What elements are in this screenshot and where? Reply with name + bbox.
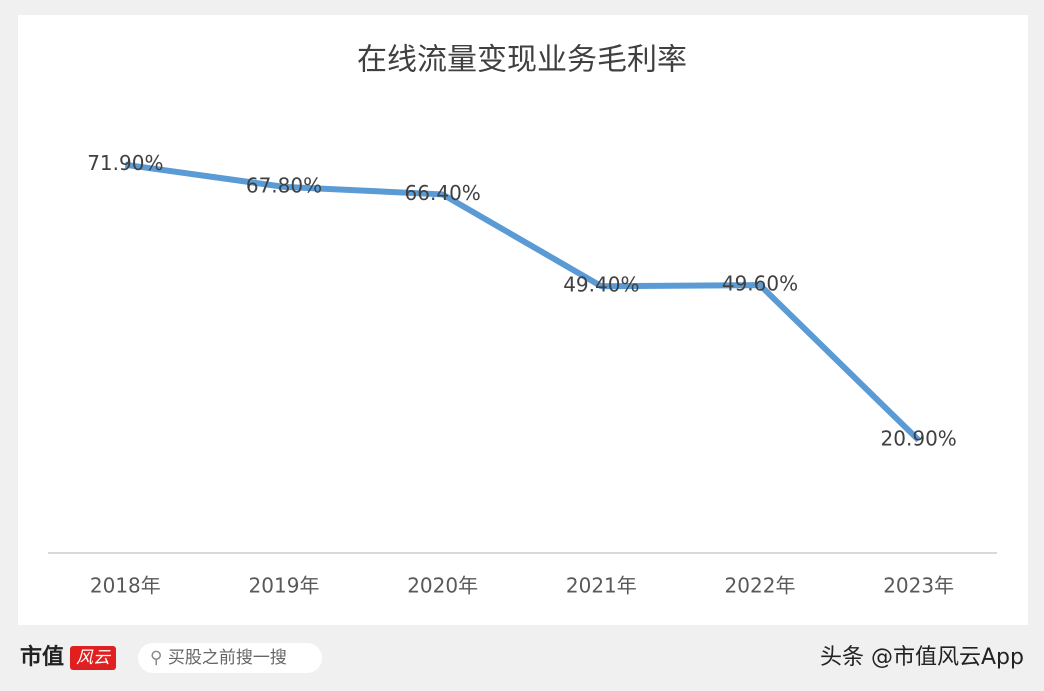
- x-tick-label: 2018年: [90, 574, 161, 598]
- search-box[interactable]: ⚲ 买股之前搜一搜: [138, 643, 322, 673]
- data-label: 67.80%: [246, 173, 322, 197]
- x-tick-label: 2022年: [725, 574, 796, 598]
- x-tick-label: 2023年: [883, 574, 954, 598]
- chart: 在线流量变现业务毛利率 2018年 2019年 2020年 2021年 2022年 202…: [48, 43, 997, 598]
- chart-title: 在线流量变现业务毛利率: [357, 43, 687, 78]
- search-icon: ⚲: [150, 648, 163, 668]
- x-tick-label: 2021年: [566, 574, 637, 598]
- logo: 市值: [20, 645, 65, 670]
- chart-card: [18, 15, 1028, 625]
- data-label: 71.90%: [87, 151, 163, 175]
- line: [124, 161, 921, 443]
- x-tick-label: 2019年: [249, 574, 320, 598]
- data-label: 49.60%: [722, 272, 798, 296]
- search-text: 买股之前搜一搜: [167, 648, 287, 668]
- data-label: 66.40%: [405, 181, 481, 205]
- data-label: 20.90%: [881, 427, 957, 451]
- data-label: 49.40%: [563, 273, 639, 297]
- x-tick-label: 2020年: [407, 574, 478, 598]
- logo-badge: 风云: [70, 646, 116, 670]
- account: 头条 @市值风云App: [820, 645, 1024, 670]
